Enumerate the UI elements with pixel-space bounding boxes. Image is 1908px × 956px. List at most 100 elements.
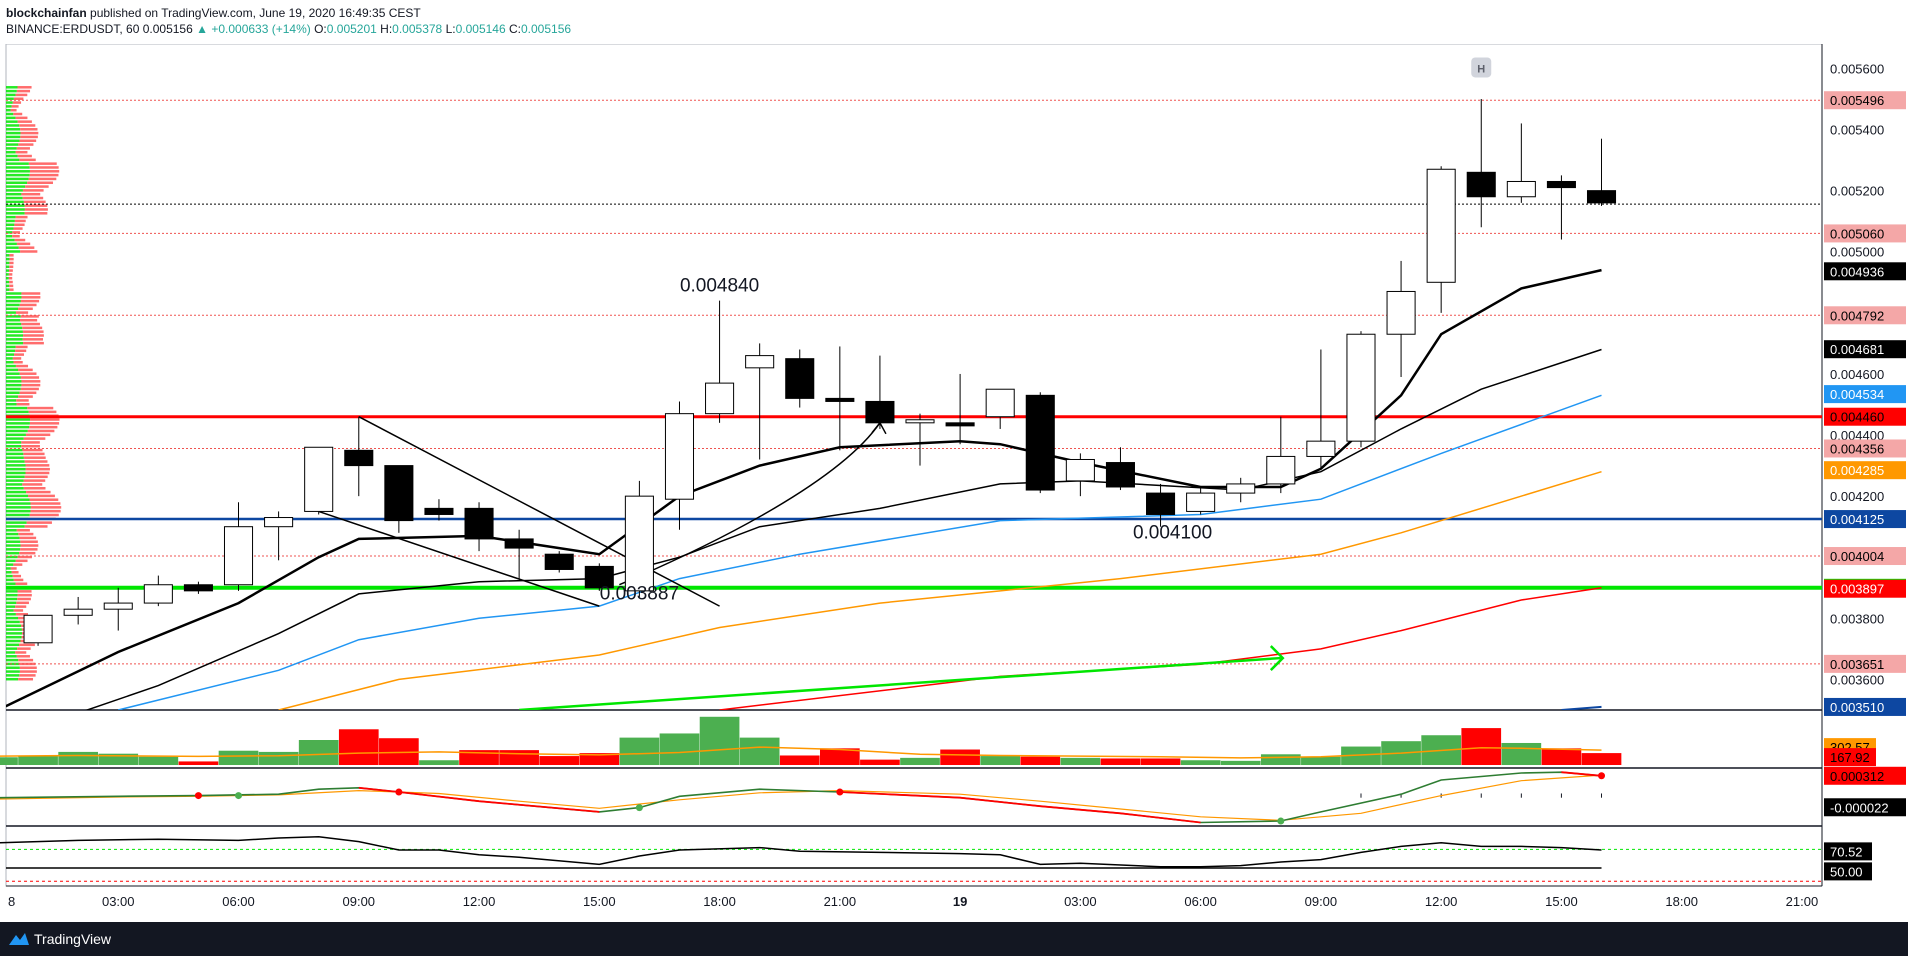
volume-profile-up [6, 261, 10, 265]
volume-profile-down [9, 284, 14, 288]
volume-profile-up [6, 296, 22, 299]
macd-cross-dot [395, 788, 403, 796]
candle-bull [1266, 455, 1296, 485]
volume-profile-down [18, 643, 35, 647]
volume-profile-up [6, 456, 24, 459]
time-axis: 8 03:00 06:00 09:00 12:00 15:00 18:00 21:00 19 03… [8, 894, 1818, 909]
volume-profile-up [6, 227, 14, 230]
volume-bar [579, 753, 620, 765]
volume-profile-up [6, 212, 25, 215]
volume-profile-down [14, 223, 25, 227]
candle-bull [624, 495, 654, 592]
footer-brand[interactable]: TradingView [34, 931, 112, 947]
volume-profile-down [15, 605, 27, 608]
volume-profile-up [6, 670, 20, 673]
volume-bar [419, 760, 459, 765]
candle-bull [985, 388, 1015, 418]
volume-profile-up [6, 540, 21, 543]
volume-profile-down [18, 143, 34, 146]
volume-profile-up [6, 131, 21, 135]
volume-bar [1541, 748, 1582, 765]
time-tick-label: 19 [953, 894, 967, 909]
volume-profile-down [25, 471, 50, 475]
volume-profile-down [18, 395, 33, 398]
volume-profile-up [6, 487, 24, 490]
time-tick-label: 18:00 [703, 894, 736, 909]
volume-profile-down [16, 529, 30, 532]
volume-profile-down [17, 590, 32, 593]
volume-profile-up [6, 315, 21, 318]
macd-cross-dot [1277, 817, 1285, 825]
volume-profile-down [18, 677, 34, 681]
author-name[interactable]: blockchainfan [6, 6, 87, 20]
volume-profile-up [6, 387, 21, 391]
volume-profile-down [30, 502, 61, 505]
volume-profile-down [27, 429, 55, 433]
drawn-trend-line [358, 416, 720, 607]
volume-profile-down [15, 349, 27, 353]
candle-bear [1466, 171, 1496, 198]
rsi-label-text: 50.00 [1830, 864, 1863, 879]
volume-profile-up [6, 322, 22, 326]
volume-profile-up [6, 666, 20, 669]
volume-bar [218, 750, 259, 765]
volume-profile-up [6, 655, 17, 658]
volume-bar [1260, 754, 1301, 765]
volume-profile-down [17, 154, 32, 158]
volume-profile-up [6, 154, 18, 158]
volume-profile-down [13, 360, 23, 364]
volume-profile-up [6, 189, 23, 192]
volume-profile-up [6, 532, 19, 536]
volume-profile-down [17, 86, 32, 89]
price-tick-label: 0.005000 [1830, 245, 1884, 260]
volume-profile-up [6, 231, 13, 234]
volume-profile-down [20, 315, 39, 318]
macd-cross-dot [836, 788, 844, 796]
volume-profile-down [26, 521, 52, 524]
candle-bear [1586, 190, 1617, 204]
price-label-text: 0.004792 [1830, 308, 1884, 323]
price-label-text: 0.003897 [1830, 582, 1884, 597]
volume-profile-up [6, 147, 17, 150]
volume-profile-up [6, 196, 23, 200]
tradingview-logo-icon[interactable] [8, 931, 30, 947]
volume-profile-up [6, 299, 21, 303]
volume-profile-down [9, 261, 14, 265]
volume-profile-up [6, 143, 19, 146]
volume-profile-up [6, 441, 22, 444]
volume-profile-up [6, 170, 30, 173]
volume-profile-down [21, 292, 41, 295]
volume-profile-down [13, 227, 23, 230]
volume-profile-up [6, 280, 10, 284]
volume-profile-down [12, 234, 20, 238]
volume-profile-up [6, 662, 20, 666]
volume-profile-down [9, 265, 14, 269]
volume-bar [860, 759, 900, 765]
volume-profile-down [12, 101, 22, 104]
volume-bar [1581, 753, 1622, 765]
price-chart[interactable]: 0.004840 0.003887 0.004100 H 0.003600 0.00380… [0, 44, 1908, 922]
price-annotation: 0.004100 [1133, 522, 1212, 543]
volume-profile-up [6, 341, 24, 345]
volume-profile-up [6, 330, 23, 333]
volume-profile-up [6, 234, 13, 238]
volume-profile-down [16, 655, 30, 658]
volume-profile-up [6, 219, 15, 223]
volume-bar [539, 756, 580, 765]
volume-profile-up [6, 93, 16, 97]
price-tick-label: 0.005200 [1830, 184, 1884, 199]
volume-profile-down [25, 433, 51, 437]
curved-arrow [619, 422, 881, 586]
volume-profile-up [6, 162, 29, 165]
open-label: O: [314, 22, 327, 36]
price-label-box [1824, 461, 1906, 480]
volume-profile-up [6, 418, 31, 421]
candle-bull [745, 355, 775, 369]
price-label-box [1824, 224, 1906, 243]
volume-profile-down [23, 479, 46, 482]
volume-profile-up [6, 563, 14, 566]
volume-profile-up [6, 677, 19, 681]
volume-profile-up [6, 380, 22, 383]
price-label-text: 0.005496 [1830, 93, 1884, 108]
volume-profile-up [6, 177, 29, 181]
